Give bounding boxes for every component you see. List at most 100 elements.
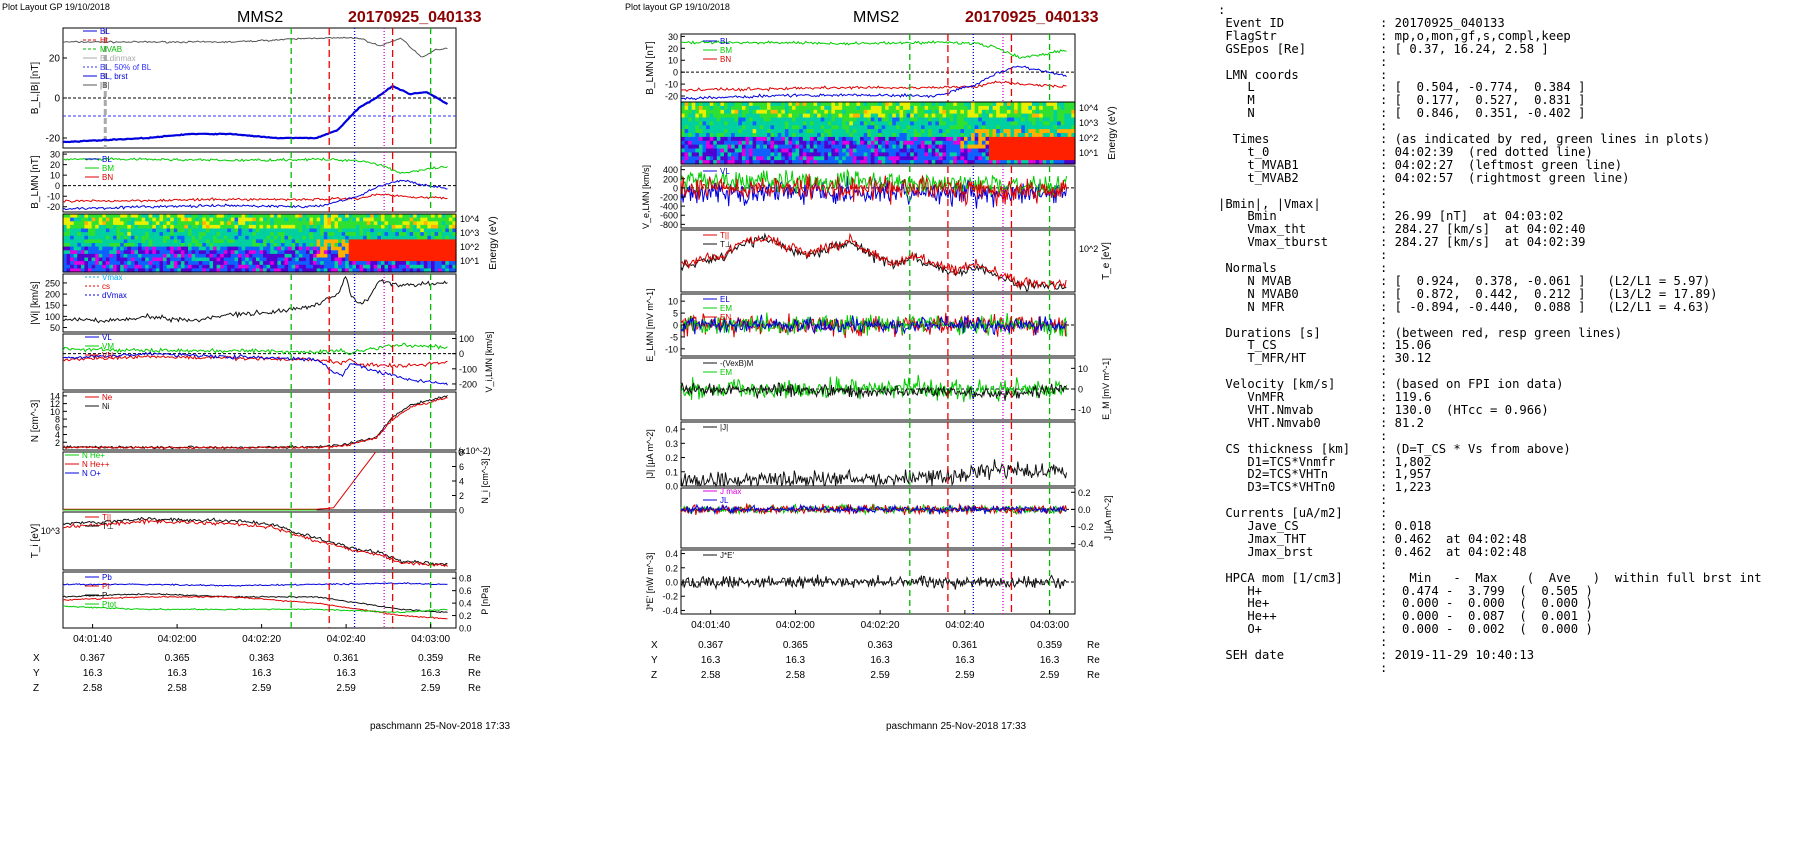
left-espec-spectrogram-cell	[205, 224, 211, 230]
mid-espec-spectrogram-cell	[1049, 102, 1055, 107]
mid-espec-spectrogram-cell	[802, 144, 807, 150]
mid-espec-spectrogram-cell	[903, 152, 908, 157]
left-espec-spectrogram-cell	[109, 224, 114, 230]
mid-espec-spectrogram-cell	[971, 117, 976, 122]
left-espec-spectrogram-cell	[116, 250, 121, 255]
mid-espec-spectrogram-cell	[781, 102, 786, 107]
left-espec-spectrogram-cell	[195, 235, 200, 240]
left-espec-spectrogram-cell	[413, 214, 418, 219]
mid-espec-spectrogram-cell	[985, 121, 990, 126]
mid-espec-spectrogram-cell	[971, 125, 976, 130]
mid-espec-spectrogram-cell	[820, 109, 825, 115]
left-espec-spectrogram-cell	[363, 224, 368, 230]
left-espec-spectrogram-cell	[298, 250, 303, 255]
left-espec-spectrogram-cell	[363, 250, 368, 255]
mid-espec-spectrogram-cell	[831, 136, 836, 142]
info-key: He++	[1218, 609, 1277, 624]
left-espec-spectrogram-cell	[91, 250, 96, 255]
mid-espec-spectrogram-cell	[985, 133, 990, 138]
left-espec-spectrogram-cell	[420, 264, 425, 269]
mid-espec-spectrogram-cell	[1032, 160, 1037, 165]
mid-espec-spectrogram-cell	[681, 125, 686, 130]
mid-espec-spectrogram-cell	[774, 133, 779, 138]
left-espec-spectrogram-cell	[288, 264, 293, 269]
left-espec-spectrogram-cell	[170, 221, 175, 226]
mid-espec-spectrogram-cell	[964, 105, 969, 111]
mid-espec-spectrogram-cell	[727, 105, 732, 111]
left-espec-spectrogram-cell	[209, 253, 214, 259]
mid-espec-spectrogram-cell	[788, 105, 793, 111]
mid-espec-spectrogram-cell	[835, 152, 840, 157]
mid-espec-spectrogram-cell	[967, 109, 972, 115]
left-panel-blmn-frame	[62, 151, 457, 213]
left-espec-spectrogram-cell	[377, 224, 382, 230]
left-espec-spectrogram-cell	[88, 232, 93, 237]
mid-espec-spectrogram-cell	[913, 133, 918, 138]
info-key: Vmax_tburst	[1218, 235, 1329, 250]
mid-espec-spectrogram-cell	[924, 152, 929, 157]
mid-espec-spectrogram-cell	[992, 140, 997, 146]
mid-espec-spectrogram-cell	[1049, 117, 1055, 122]
left-espec-spectrogram-cell	[356, 235, 361, 240]
left-espec-spectrogram-cell	[173, 250, 178, 255]
mid-espec-spectrogram-cell	[992, 136, 997, 142]
left-espec-spectrogram-cell	[323, 261, 328, 266]
left-espec-spectrogram-cell	[255, 228, 261, 233]
left-espec-spectrogram-cell	[395, 253, 400, 259]
mid-espec-spectrogram-cell	[788, 113, 793, 119]
mid-espec-spectrogram-cell	[813, 105, 818, 111]
left-espec-spectrogram-cell	[84, 253, 89, 259]
mid-espec-spectrogram-cell	[806, 125, 811, 130]
mid-time-xtick-label: 04:03:00	[1030, 620, 1069, 631]
left-espec-spectrogram-cell	[63, 232, 68, 237]
mid-espec-spectrogram-cell	[1067, 136, 1072, 142]
mid-espec-spectrogram-cell	[756, 148, 761, 153]
left-espec-spectrogram-cell	[352, 224, 357, 230]
left-bl-ytick-label: 20	[49, 54, 61, 65]
mid-espec-spectrogram-cell	[852, 148, 858, 153]
left-espec-spectrogram-cell	[341, 232, 346, 237]
left-espec-spectrogram-cell	[384, 232, 389, 237]
mid-espec-spectrogram-cell	[899, 133, 904, 138]
left-espec-spectrogram-cell	[381, 214, 386, 219]
mid-espec-spectrogram-cell	[802, 133, 807, 138]
mid-espec-spectrogram-cell	[706, 102, 711, 107]
mid-espec-spectrogram-cell	[802, 121, 807, 126]
mid-ve-vl-line	[680, 173, 1067, 207]
left-espec-spectrogram-cell	[191, 228, 196, 233]
left-espec-spectrogram-cell	[252, 264, 257, 269]
left-espec-spectrogram-cell	[170, 228, 175, 233]
mid-espec-spectrogram-cell	[809, 140, 815, 146]
mid-espec-spectrogram-cell	[716, 109, 721, 115]
mid-espec-spectrogram-cell	[1064, 136, 1069, 142]
left-espec-spectrogram-cell	[205, 261, 211, 266]
mid-espec-spectrogram-cell	[917, 144, 922, 150]
mid-espec-spectrogram-cell	[917, 129, 922, 134]
left-espec-spectrogram-cell	[263, 214, 268, 219]
left-espec-spectrogram-cell	[70, 228, 75, 233]
mid-espec-spectrogram-cell	[702, 129, 707, 134]
mid-espec-spectrogram-cell	[849, 140, 854, 146]
left-espec-spectrogram-cell	[305, 217, 311, 222]
left-espec-spectrogram-cell	[302, 264, 307, 269]
left-espec-spectrogram-cell	[309, 264, 314, 269]
left-espec-spectrogram-cell	[105, 268, 111, 273]
mid-espec-spectrogram-cell	[935, 129, 940, 134]
mid-espec-spectrogram-cell	[931, 160, 936, 165]
left-espec-spectrogram-cell	[391, 264, 396, 269]
left-espec-spectrogram-cell	[166, 257, 171, 262]
mid-espec-spectrogram-cell	[942, 125, 947, 130]
mid-espec-spectrogram-cell	[971, 105, 976, 111]
mid-espec-spectrogram-cell	[1064, 152, 1069, 157]
mid-espec-spectrogram-cell	[763, 121, 768, 126]
mid-espec-spectrogram-cell	[978, 102, 983, 107]
left-espec-spectrogram-cell	[302, 214, 307, 219]
left-espec-spectrogram-cell	[177, 264, 182, 269]
left-espec-spectrogram-cell	[316, 235, 321, 240]
mid-espec-spectrogram-cell	[784, 133, 790, 138]
mid-espec-spectrogram-cell	[835, 125, 840, 130]
mid-espec-spectrogram-cell	[784, 129, 790, 134]
left-espec-spectrogram-cell	[191, 257, 196, 262]
left-espec-spectrogram-cell	[341, 250, 346, 255]
mid-espec-spectrogram-cell	[1028, 102, 1033, 107]
